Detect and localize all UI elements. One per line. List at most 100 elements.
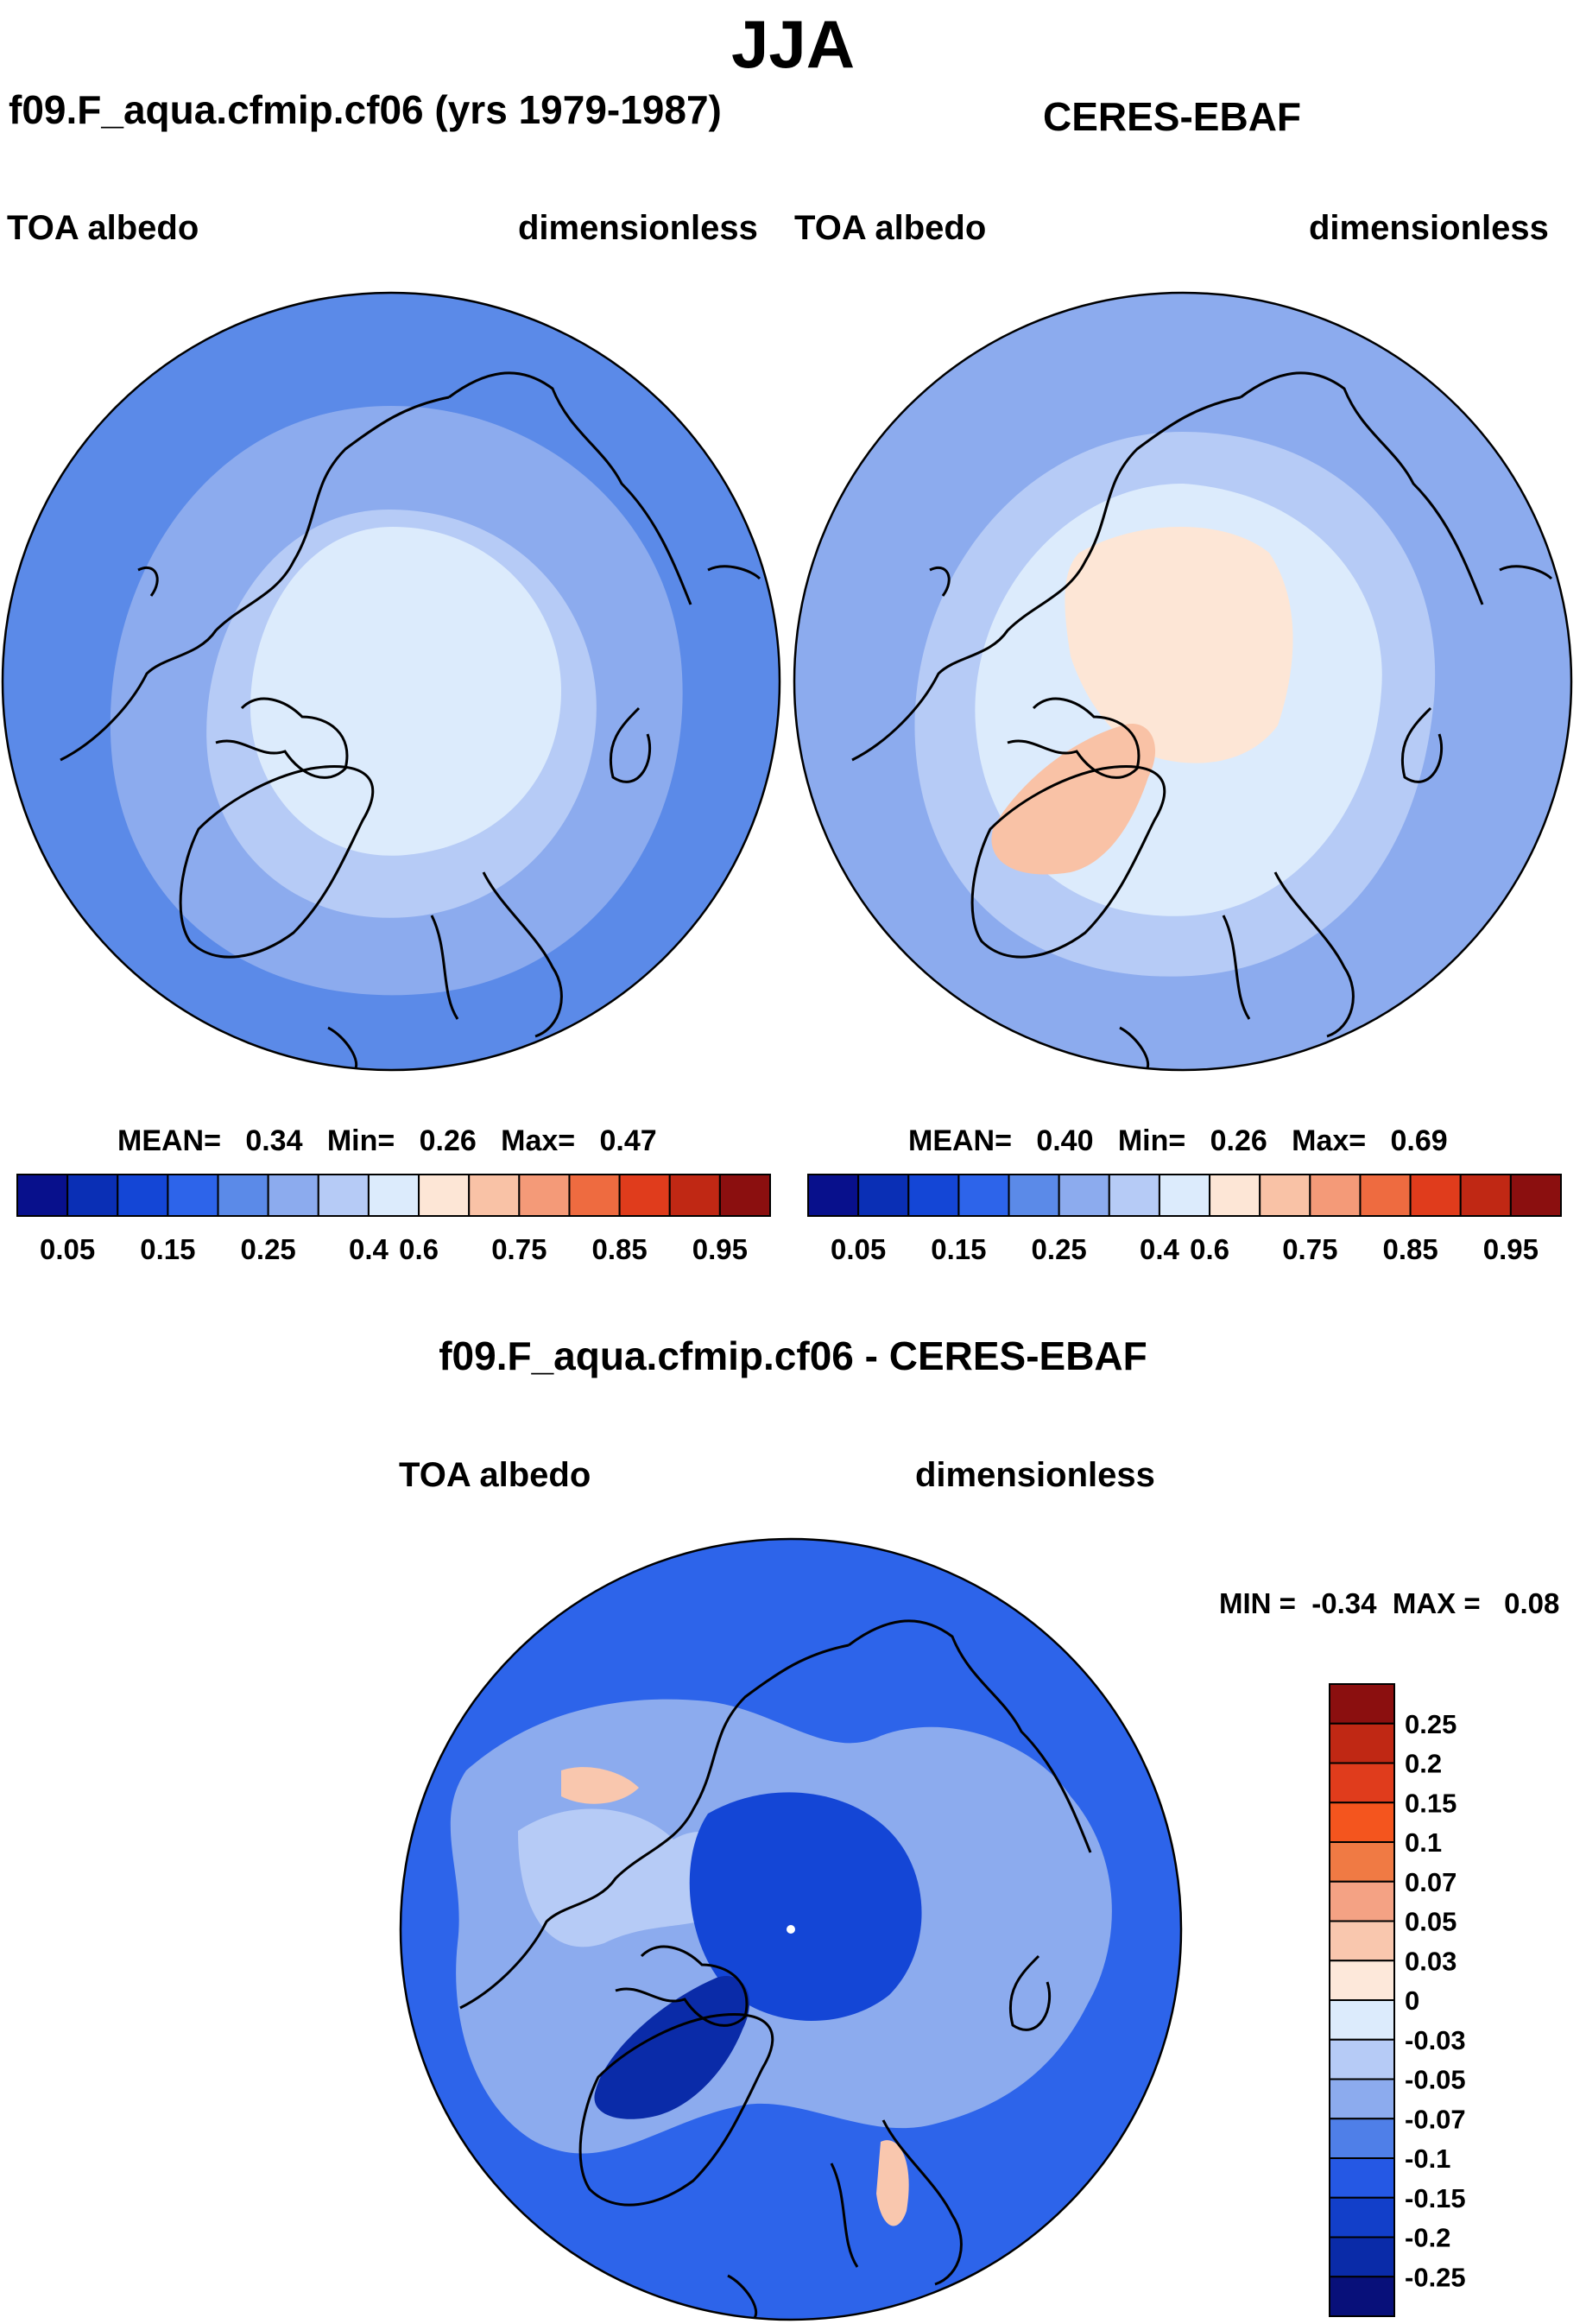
diff-colorbar-tick-label: -0.05 (1405, 2065, 1466, 2095)
obs-core-band (1065, 527, 1293, 763)
obs-colorbar-swatch (1209, 1174, 1261, 1217)
obs-colorbar-tick-label: 0.75 (1282, 1233, 1337, 1265)
diff-min-value: -0.34 (1311, 1587, 1377, 1619)
model-left-label: TOA albedo (7, 209, 199, 247)
obs-colorbar-swatch (957, 1174, 1010, 1217)
diff-stats: MIN = -0.34 MAX = 0.08 (1219, 1587, 1559, 1620)
model-colorbar-swatch (468, 1174, 521, 1217)
obs-colorbar-swatch (1309, 1174, 1362, 1217)
diff-min-label: MIN = (1219, 1587, 1296, 1619)
obs-stats: MEAN= 0.40 Min= 0.26 Max= 0.69 (908, 1124, 1448, 1158)
obs-colorbar-tick-label: 0.25 (1032, 1233, 1087, 1265)
diff-colorbar-tick-label: -0.03 (1405, 2025, 1466, 2055)
obs-panel-title: CERES-EBAF (1043, 94, 1302, 139)
model-colorbar-tick-label: 0.95 (692, 1233, 748, 1265)
diff-colorbar-tick-label: 0.07 (1405, 1867, 1456, 1897)
figure-title: JJA (730, 6, 856, 82)
diff-colorbar-tick-label: -0.07 (1405, 2104, 1466, 2134)
model-colorbar-swatch (167, 1174, 219, 1217)
diff-colorbar-swatch (1329, 2078, 1395, 2120)
obs-colorbar-swatch (1359, 1174, 1412, 1217)
model-max-label: Max= (501, 1124, 576, 1157)
obs-colorbar-swatch (1008, 1174, 1060, 1217)
model-right-label: dimensionless (518, 209, 758, 247)
diff-colorbar-tick-label: 0.2 (1405, 1749, 1442, 1779)
obs-colorbar-tick-label: 0.4 (1140, 1233, 1180, 1265)
model-colorbar-tick-label: 0.6 (399, 1233, 439, 1265)
diff-colorbar-tick-label: 0.05 (1405, 1907, 1456, 1937)
diff-colorbar-swatch (1329, 1841, 1395, 1883)
diff-colorbar-swatch (1329, 1920, 1395, 1962)
diff-map-border (399, 1537, 1183, 2321)
diff-right-label: dimensionless (915, 1456, 1155, 1494)
diff-left-label: TOA albedo (399, 1456, 591, 1494)
obs-polar-map (794, 293, 1571, 1070)
model-colorbar-tick-label: 0.05 (40, 1233, 95, 1265)
obs-colorbar-swatch (807, 1174, 860, 1217)
diff-positive-patch-1 (561, 1767, 639, 1804)
diff-colorbar-swatch (1329, 1722, 1395, 1764)
diff-arctic-ocean-deficit (689, 1792, 922, 2021)
obs-left-label: TOA albedo (794, 209, 987, 247)
diff-max-label: MAX = (1392, 1587, 1481, 1619)
model-colorbar-swatch (267, 1174, 319, 1217)
model-panel-title: f09.F_aqua.cfmip.cf06 (yrs 1979-1987) (9, 87, 722, 132)
obs-max-label: Max= (1292, 1124, 1367, 1157)
diff-colorbar-swatch (1329, 1802, 1395, 1843)
diff-colorbar-tick-label: 0.25 (1405, 1709, 1456, 1739)
model-colorbar-swatch (618, 1174, 671, 1217)
model-stats: MEAN= 0.34 Min= 0.26 Max= 0.47 (117, 1124, 657, 1158)
obs-colorbar-swatch (1108, 1174, 1160, 1217)
model-colorbar-swatch (568, 1174, 621, 1217)
obs-colorbar: 0.05 0.15 0.25 0.4 0.6 0.75 0.85 0.95 (807, 1174, 1563, 1265)
diff-colorbar-tick-label: 0.03 (1405, 1946, 1456, 1976)
diff-colorbar-tick-label: 0 (1405, 1985, 1419, 2016)
model-colorbar-swatch (718, 1174, 771, 1217)
model-colorbar-swatch (16, 1174, 69, 1217)
obs-colorbar-swatch (1058, 1174, 1110, 1217)
diff-pale-region (518, 1808, 747, 1947)
diff-colorbar-swatch (1329, 1762, 1395, 1804)
obs-colorbar-tick-label: 0.95 (1483, 1233, 1539, 1265)
model-min-value: 0.26 (419, 1124, 477, 1157)
obs-max-value: 0.69 (1390, 1124, 1448, 1157)
diff-greenland-deficit (594, 1976, 750, 2119)
model-colorbar: 0.05 0.15 0.25 0.4 0.6 0.75 0.85 0.95 (16, 1174, 771, 1265)
obs-map-border (793, 291, 1573, 1072)
obs-right-label: dimensionless (1309, 209, 1549, 247)
model-mean-label: MEAN= (117, 1124, 221, 1157)
model-max-value: 0.47 (599, 1124, 657, 1157)
model-colorbar-tick-label: 0.25 (241, 1233, 296, 1265)
model-colorbar-tick-label: 0.85 (591, 1233, 647, 1265)
diff-positive-patch-2 (876, 2140, 909, 2226)
diff-colorbar-swatch (1329, 1999, 1395, 2041)
diff-colorbar-swatch (1329, 2196, 1395, 2239)
model-colorbar-tick-label: 0.15 (140, 1233, 195, 1265)
model-core-band (250, 527, 561, 856)
obs-colorbar-swatch (1409, 1174, 1462, 1217)
diff-colorbar: 0.25 0.2 0.15 0.1 0.07 0.05 0.03 0 -0.03 -0.05 -0.… (1329, 1683, 1466, 2317)
obs-colorbar-tick-label: 0.85 (1382, 1233, 1438, 1265)
model-colorbar-tick-label: 0.4 (349, 1233, 389, 1265)
model-colorbar-tick-label: 0.75 (491, 1233, 547, 1265)
model-coastlines (60, 371, 761, 1070)
model-polar-map (3, 293, 780, 1070)
obs-colorbar-swatch (1158, 1174, 1211, 1217)
diff-pole-marker (787, 1925, 795, 1934)
diff-colorbar-tick-label: 0.1 (1405, 1827, 1442, 1858)
model-map-border (1, 291, 781, 1072)
obs-colorbar-tick-label: 0.05 (831, 1233, 886, 1265)
diff-colorbar-tick-label: -0.2 (1405, 2223, 1450, 2253)
obs-colorbar-tick-label: 0.15 (931, 1233, 986, 1265)
model-mean-value: 0.34 (245, 1124, 303, 1157)
obs-colorbar-swatch (907, 1174, 960, 1217)
diff-colorbar-swatch (1329, 1683, 1395, 1725)
diff-colorbar-swatch (1329, 1960, 1395, 2001)
model-colorbar-swatch (518, 1174, 571, 1217)
model-colorbar-swatch (117, 1174, 169, 1217)
model-colorbar-swatch (668, 1174, 721, 1217)
model-colorbar-swatch (418, 1174, 471, 1217)
obs-colorbar-swatch (1509, 1174, 1563, 1217)
model-colorbar-swatch (367, 1174, 420, 1217)
